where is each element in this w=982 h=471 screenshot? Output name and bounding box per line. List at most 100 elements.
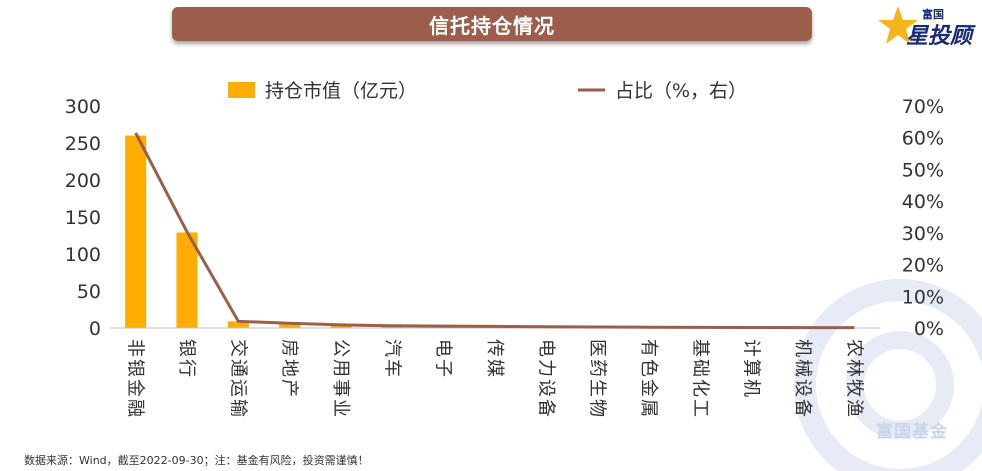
x-tick-char: 机 bbox=[792, 339, 813, 357]
x-tick-char: 银 bbox=[125, 359, 146, 377]
page-title: 信托持仓情况 bbox=[429, 13, 555, 38]
watermark-emblem bbox=[794, 279, 982, 471]
x-tick-char: 设 bbox=[535, 379, 556, 397]
source-note: 数据来源：Wind，截至2022-09-30；注：基金有风险，投资需谨慎！ bbox=[24, 454, 369, 467]
left-tick-label: 0 bbox=[89, 318, 101, 340]
x-tick-char: 计 bbox=[741, 339, 762, 357]
bar bbox=[176, 232, 198, 328]
logo-line2: 星投顾 bbox=[906, 24, 973, 49]
title-banner: 信托持仓情况 bbox=[172, 7, 812, 41]
right-tick-label: 40% bbox=[902, 191, 944, 213]
x-tick-char: 械 bbox=[792, 359, 813, 377]
x-tick-char: 交 bbox=[227, 339, 248, 357]
x-tick-char: 公 bbox=[330, 339, 351, 357]
left-tick-label: 50 bbox=[77, 281, 101, 303]
x-tick-char: 电 bbox=[535, 339, 556, 357]
legend-bar-swatch bbox=[228, 82, 255, 98]
x-tick-label: 房地产 bbox=[279, 339, 300, 397]
x-tick-char: 地 bbox=[279, 359, 300, 377]
right-tick-label: 20% bbox=[902, 255, 944, 277]
logo-line1: 富国 bbox=[922, 8, 944, 21]
share-line bbox=[134, 132, 855, 330]
left-tick-label: 200 bbox=[65, 170, 101, 192]
x-tick-char: 备 bbox=[535, 399, 556, 417]
x-tick-char: 金 bbox=[638, 379, 659, 397]
x-tick-char: 非 bbox=[125, 339, 146, 357]
right-tick-label: 10% bbox=[902, 286, 944, 308]
x-tick-label: 传媒 bbox=[484, 339, 505, 377]
bar bbox=[125, 135, 147, 328]
x-tick-char: 通 bbox=[227, 359, 248, 377]
x-tick-char: 工 bbox=[689, 399, 710, 417]
x-tick-char: 备 bbox=[792, 399, 813, 417]
right-tick-label: 70% bbox=[902, 96, 944, 118]
brand-logo: 富国 星投顾 bbox=[876, 4, 976, 50]
x-tick-char: 传 bbox=[484, 339, 505, 357]
x-tick-char: 媒 bbox=[484, 359, 505, 377]
x-tick-char: 基 bbox=[689, 339, 710, 357]
x-tick-char: 运 bbox=[227, 379, 248, 397]
right-tick-label: 50% bbox=[902, 159, 944, 181]
x-tick-char: 色 bbox=[638, 359, 659, 377]
x-tick-label: 电子 bbox=[433, 339, 454, 377]
x-tick-char: 农 bbox=[843, 339, 864, 357]
x-tick-char: 生 bbox=[587, 379, 608, 397]
bar bbox=[279, 323, 301, 328]
x-tick-char: 础 bbox=[689, 359, 710, 377]
x-tick-label: 银行 bbox=[176, 339, 197, 377]
x-tick-char: 子 bbox=[433, 359, 454, 377]
legend: 持仓市值（亿元） 占比（%，右） bbox=[228, 80, 747, 102]
right-tick-label: 60% bbox=[902, 128, 944, 150]
watermark-text: 富国基金 bbox=[876, 422, 948, 442]
x-tick-char: 属 bbox=[638, 399, 659, 417]
bar bbox=[227, 321, 249, 328]
x-tick-char: 产 bbox=[279, 379, 300, 397]
left-tick-label: 150 bbox=[65, 207, 101, 229]
x-tick-char: 牧 bbox=[843, 379, 864, 397]
x-axis-labels: 非银金融银行交通运输房地产公用事业汽车电子传媒电力设备医药生物有色金属基础化工计… bbox=[125, 339, 865, 417]
x-tick-char: 汽 bbox=[381, 339, 402, 357]
right-tick-label: 0% bbox=[914, 318, 944, 340]
x-tick-char: 融 bbox=[125, 399, 146, 417]
x-tick-char: 物 bbox=[587, 399, 608, 417]
left-axis: 0 50 100 150 200 250 300 bbox=[65, 96, 101, 340]
legend-bar-label: 持仓市值（亿元） bbox=[265, 80, 417, 102]
x-tick-char: 金 bbox=[125, 379, 146, 397]
left-tick-label: 250 bbox=[65, 133, 101, 155]
left-tick-label: 100 bbox=[65, 244, 101, 266]
x-tick-char: 电 bbox=[433, 339, 454, 357]
x-tick-char: 算 bbox=[741, 359, 762, 377]
x-tick-char: 渔 bbox=[843, 399, 864, 417]
x-tick-char: 机 bbox=[741, 379, 762, 397]
x-tick-char: 化 bbox=[689, 379, 710, 397]
x-tick-char: 力 bbox=[535, 359, 556, 377]
line-series bbox=[134, 132, 855, 330]
right-tick-label: 30% bbox=[902, 223, 944, 245]
right-axis: 0% 10% 20% 30% 40% 50% 60% 70% bbox=[902, 96, 944, 340]
x-tick-char: 事 bbox=[330, 379, 351, 397]
x-tick-char: 银 bbox=[176, 339, 197, 357]
x-tick-char: 林 bbox=[843, 359, 864, 377]
x-tick-char: 车 bbox=[381, 359, 402, 377]
bar bbox=[330, 325, 352, 328]
x-tick-label: 汽车 bbox=[381, 339, 402, 377]
x-tick-char: 业 bbox=[330, 399, 351, 417]
x-tick-char: 医 bbox=[587, 339, 608, 357]
star-icon bbox=[878, 6, 918, 44]
legend-line-label: 占比（%，右） bbox=[615, 80, 747, 102]
x-tick-char: 有 bbox=[638, 339, 659, 357]
x-tick-char: 输 bbox=[227, 399, 248, 417]
left-tick-label: 300 bbox=[65, 96, 101, 118]
x-tick-char: 行 bbox=[176, 359, 197, 377]
x-tick-char: 房 bbox=[279, 339, 300, 357]
